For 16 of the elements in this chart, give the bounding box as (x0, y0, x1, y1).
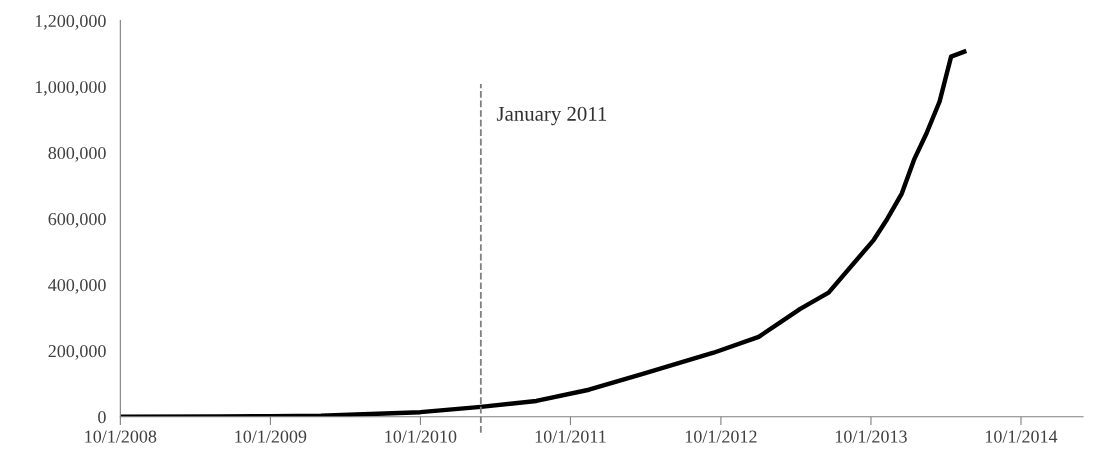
y-tick-label: 0 (98, 411, 106, 424)
y-tick-label: 800,000 (48, 146, 106, 162)
y-tick-label: 600,000 (48, 212, 106, 228)
y-tick-label: 1,000,000 (35, 80, 106, 96)
y-tick-label: 400,000 (48, 278, 106, 294)
x-tick-label: 10/1/2010 (385, 430, 457, 443)
x-tick-label: 10/1/2008 (85, 430, 157, 443)
y-tick-label: 1,200,000 (35, 14, 106, 30)
x-tick-label: 10/1/2014 (985, 430, 1058, 443)
line-series (120, 49, 967, 417)
ref-line-label: January 2011 (496, 106, 607, 126)
x-tick-label: 10/1/2013 (835, 430, 907, 443)
x-tick-label: 10/1/2009 (235, 430, 307, 443)
x-tick-label: 10/1/2011 (535, 430, 606, 443)
y-tick-label: 200,000 (48, 345, 106, 360)
x-tick-label: 10/1/2012 (685, 430, 757, 443)
